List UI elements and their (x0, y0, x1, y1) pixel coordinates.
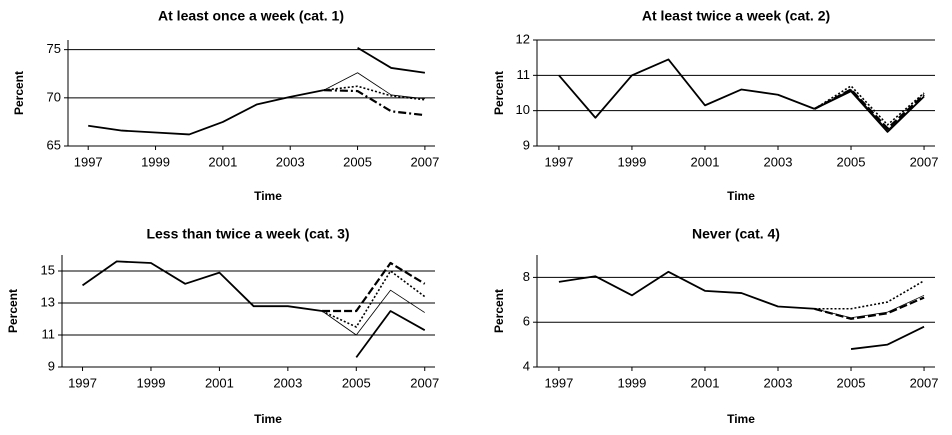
chart-title: Never (cat. 4) (692, 226, 780, 242)
x-axis-label: Time (254, 412, 282, 426)
series-line (814, 280, 925, 310)
y-axis-label: Percent (492, 289, 506, 333)
series-line (814, 296, 925, 320)
x-tick-label: 2001 (208, 154, 237, 169)
series-line (88, 89, 325, 136)
y-tick-label: 10 (516, 102, 530, 117)
x-tick-label: 2003 (764, 375, 793, 390)
series-line (82, 260, 323, 312)
series-line (321, 289, 425, 336)
series-line (813, 88, 925, 130)
y-tick-label: 75 (47, 41, 61, 56)
x-tick-label: 2007 (410, 375, 439, 390)
x-tick-label: 2005 (343, 154, 372, 169)
y-tick-label: 13 (41, 294, 55, 309)
x-tick-label: 1997 (68, 375, 97, 390)
y-tick-label: 4 (523, 358, 530, 373)
x-tick-label: 2003 (764, 154, 793, 169)
series-line (321, 270, 426, 328)
series-line (357, 46, 426, 74)
series-line (558, 270, 815, 310)
x-tick-label: 1997 (544, 154, 573, 169)
series-line (323, 85, 425, 101)
x-tick-label: 1997 (544, 375, 573, 390)
series-line (814, 89, 925, 131)
x-tick-label: 2003 (276, 154, 305, 169)
x-tick-label: 2007 (910, 375, 939, 390)
series-line (355, 310, 426, 358)
x-tick-label: 1999 (617, 375, 646, 390)
y-tick-label: 12 (516, 31, 530, 46)
series-line (558, 58, 815, 119)
series-line (814, 90, 925, 133)
series-line (323, 89, 426, 117)
x-axis-label: Time (727, 189, 755, 203)
y-tick-label: 9 (523, 137, 530, 152)
x-axis-label: Time (727, 412, 755, 426)
chart-title: Less than twice a week (cat. 3) (146, 226, 349, 242)
y-axis-label: Percent (12, 71, 26, 115)
y-tick-label: 6 (523, 314, 530, 329)
x-tick-label: 2001 (205, 375, 234, 390)
x-tick-label: 2005 (342, 375, 371, 390)
series-line (323, 72, 425, 100)
chart-title: At least twice a week (cat. 2) (642, 8, 830, 24)
y-tick-label: 9 (48, 358, 55, 373)
y-tick-label: 8 (523, 269, 530, 284)
x-tick-label: 1999 (141, 154, 170, 169)
x-tick-label: 1999 (137, 375, 166, 390)
x-tick-label: 2007 (910, 154, 939, 169)
x-tick-label: 2003 (273, 375, 302, 390)
series-line (814, 294, 925, 319)
y-tick-label: 11 (517, 67, 531, 82)
x-tick-label: 2001 (691, 375, 720, 390)
x-axis-label: Time (254, 189, 282, 203)
x-tick-label: 2007 (410, 154, 439, 169)
x-tick-label: 1999 (617, 154, 646, 169)
chart-title: At least once a week (cat. 1) (158, 8, 344, 24)
x-tick-label: 2005 (837, 154, 866, 169)
x-tick-label: 1997 (74, 154, 103, 169)
x-tick-label: 2005 (837, 375, 866, 390)
x-tick-label: 2001 (691, 154, 720, 169)
y-axis-label: Percent (6, 289, 20, 333)
series-line (814, 85, 925, 126)
y-tick-label: 11 (42, 326, 56, 341)
y-axis-label: Percent (492, 71, 506, 115)
series-line (850, 325, 925, 350)
y-tick-label: 70 (47, 89, 61, 104)
series-line (322, 261, 426, 313)
y-tick-label: 65 (47, 137, 61, 152)
y-tick-label: 15 (41, 262, 55, 277)
